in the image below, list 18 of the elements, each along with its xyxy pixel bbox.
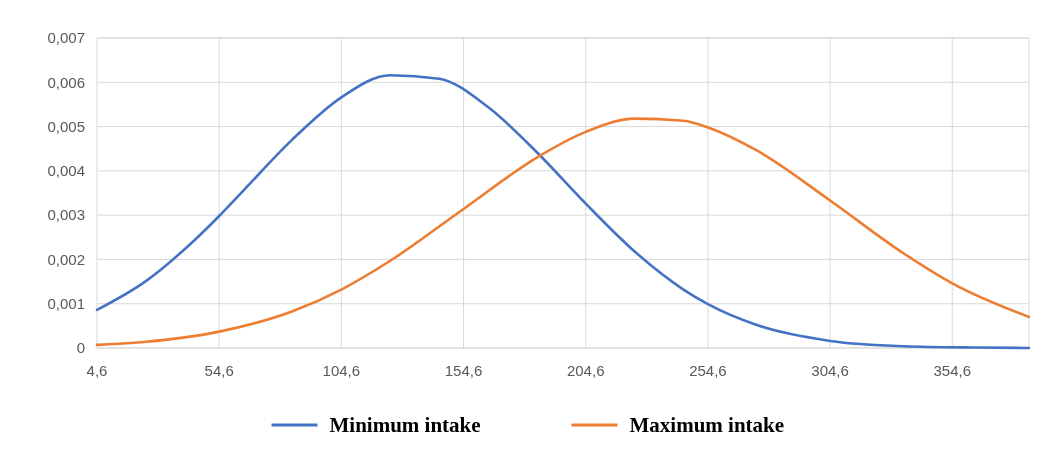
x-tick-label: 154,6 [444, 362, 483, 379]
x-tick-label: 204,6 [566, 362, 605, 379]
y-tick-label: 0,006 [47, 73, 85, 91]
y-tick-label: 0,003 [47, 206, 85, 224]
y-tick-label: 0,005 [47, 117, 85, 135]
y-tick-label: 0 [76, 339, 85, 357]
x-tick-label: 104,6 [322, 362, 361, 379]
y-tick-label: 0,007 [47, 29, 85, 47]
y-tick-label: 0,001 [47, 294, 85, 312]
y-tick-label: 0,002 [47, 250, 85, 268]
x-tick-label: 304,6 [811, 362, 849, 379]
legend-label: Maximum intake [629, 413, 785, 438]
legend-label: Minimum intake [329, 413, 481, 438]
x-tick-label: 54,6 [204, 362, 234, 379]
y-tick-label: 0,004 [47, 162, 85, 180]
x-tick-label: 254,6 [689, 362, 727, 379]
x-tick-label: 4,6 [86, 362, 108, 379]
x-tick-label: 354,6 [933, 362, 972, 379]
